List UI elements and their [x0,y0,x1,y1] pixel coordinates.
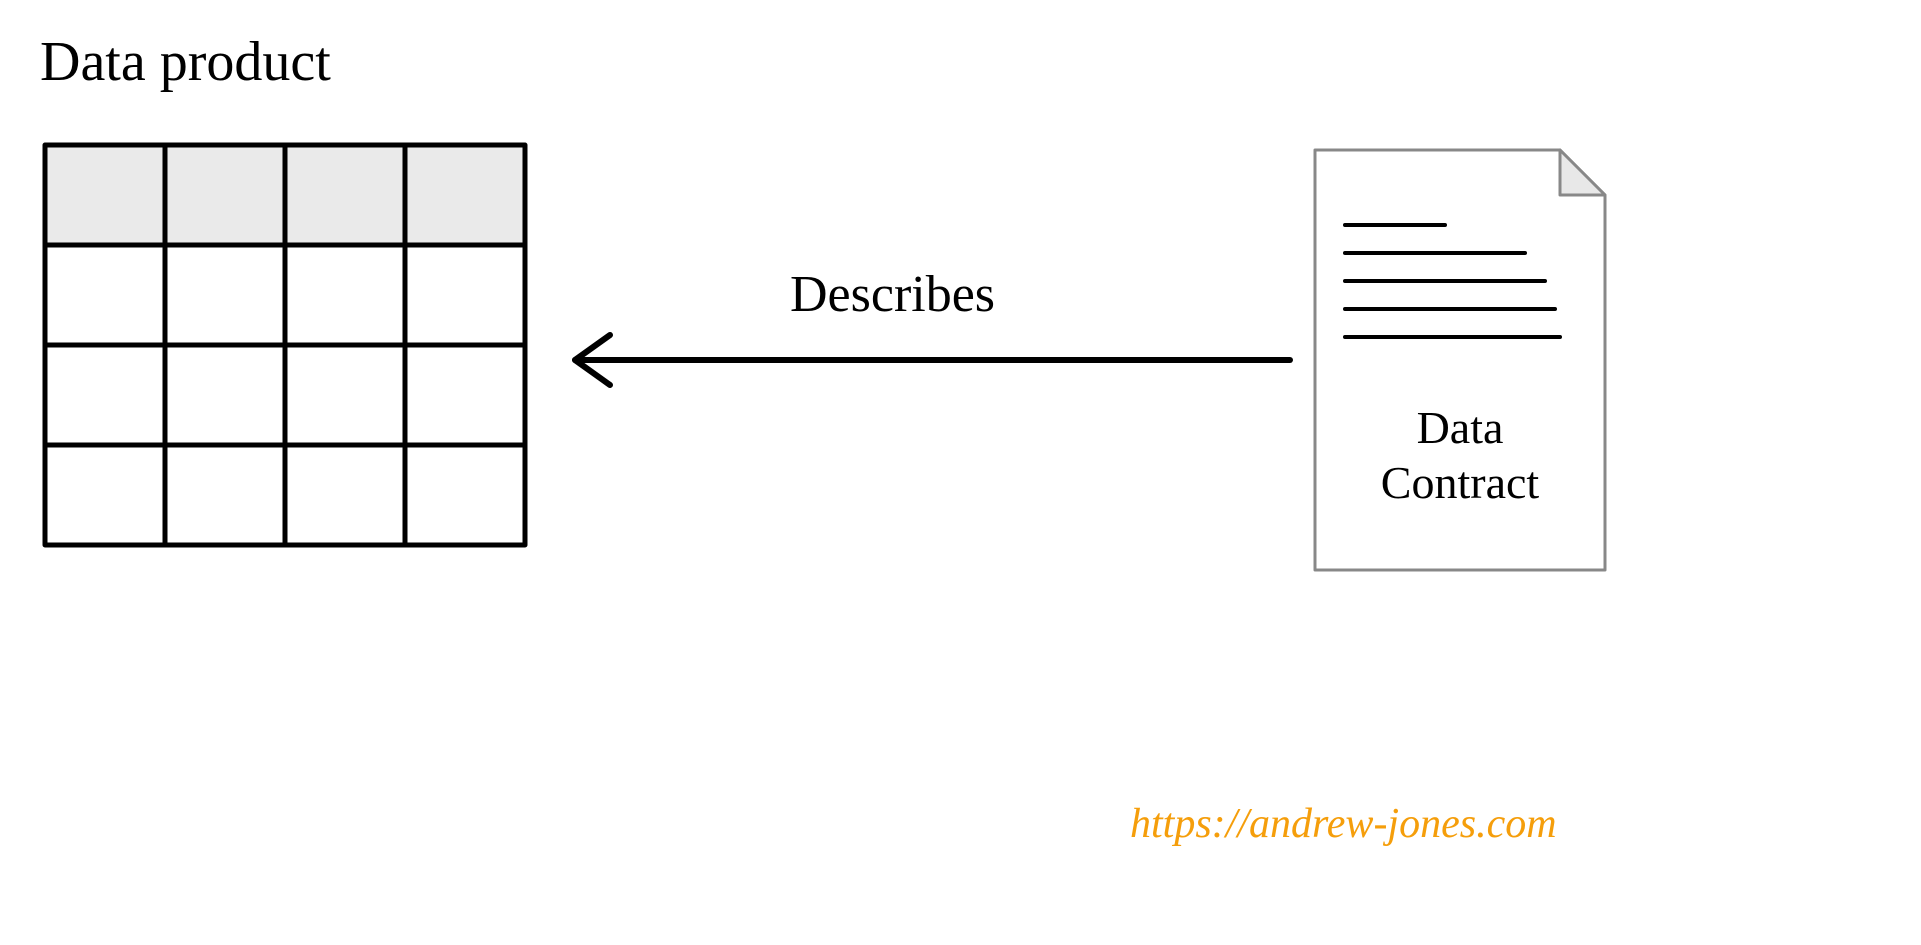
data-product-title: Data product [40,30,331,94]
document-label-line1: Data [1417,402,1504,453]
arrow-label: Describes [790,265,995,324]
data-product-grid [45,145,525,545]
describes-arrow [575,335,1290,385]
attribution-url: https://andrew-jones.com [1130,800,1557,848]
document-label: Data Contract [1355,400,1565,510]
diagram-container: Data product Describes Data Contract htt… [0,0,1921,945]
document-label-line2: Contract [1381,457,1539,508]
diagram-svg [0,0,1921,945]
